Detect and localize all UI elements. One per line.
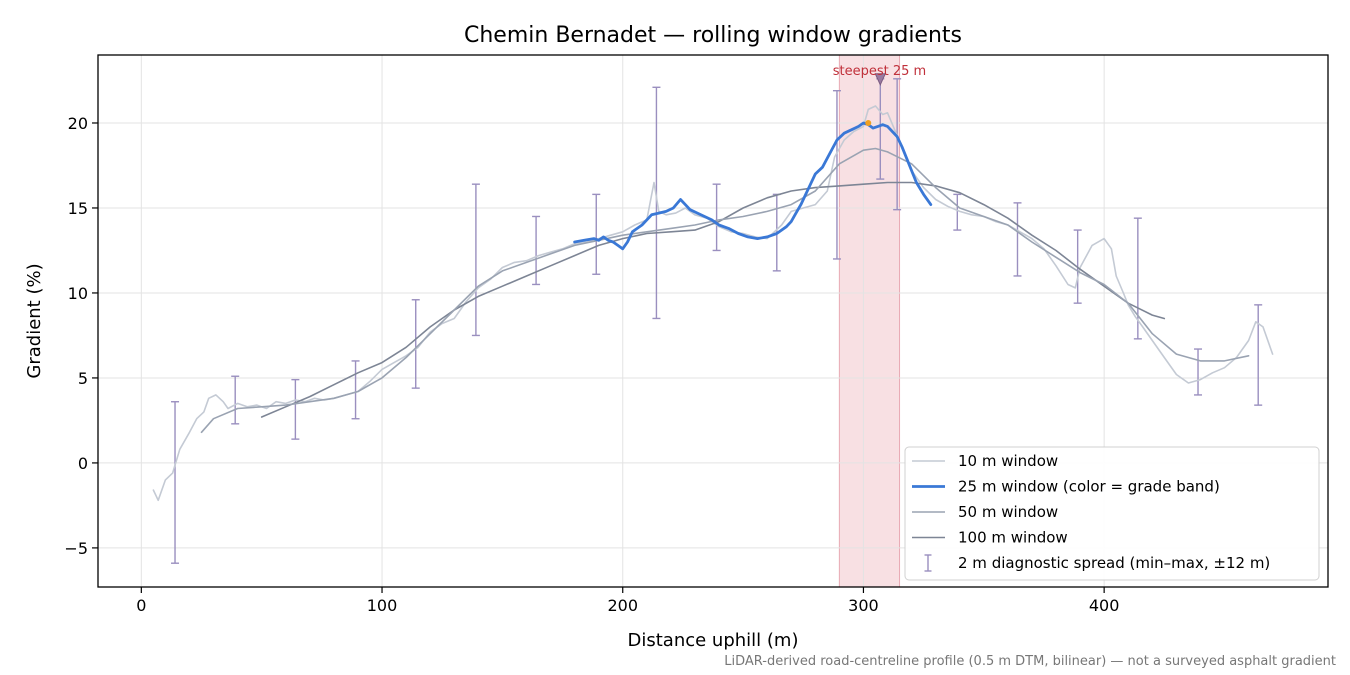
peak-marker [865,119,872,126]
error-bar-0 [171,401,180,564]
error-bar-19 [1254,304,1263,406]
error-bar-18 [1194,348,1203,396]
error-bar-1 [231,375,240,425]
plot-frame [97,54,1329,588]
legend-item-0: 10 m window [912,452,1058,470]
error-bar-17 [1133,217,1142,340]
x-tick-label-1: 100 [367,596,398,615]
y-tick-label-2: 5 [78,369,88,388]
x-tick-label-3: 300 [848,596,879,615]
plot-area: steepest 25 m 0 100 200 300 400 −5 0 5 10 15 20 10 m… [64,54,1329,615]
y-tick-label-3: 10 [68,284,88,303]
x-axis-label: Distance uphill (m) [628,630,799,651]
y-axis-label: Gradient (%) [24,263,45,378]
legend-item-2: 50 m window [912,503,1058,521]
error-bar-6 [532,215,541,286]
series-line-w50 [200,147,1250,434]
error-bar-5 [471,183,480,337]
legend-label: 10 m window [958,452,1058,470]
steepest-window-band [838,54,901,588]
series-line-w100 [260,181,1166,418]
error-bar-14 [953,193,962,231]
chart-title: Chemin Bernadet — rolling window gradien… [464,23,962,48]
error-bar-2 [291,378,300,440]
y-tick-label-4: 15 [68,199,88,218]
legend-item-1: 25 m window (color = grade band) [912,478,1220,496]
x-tick-label-4: 400 [1089,596,1120,615]
legend-label: 100 m window [958,529,1068,547]
y-tick-label-0: −5 [64,539,88,558]
x-tick-label-0: 0 [136,596,146,615]
x-tick-label-2: 200 [607,596,638,615]
legend-label: 25 m window (color = grade band) [958,478,1220,496]
series-line-w25 [573,121,933,251]
legend-label: 50 m window [958,503,1058,521]
error-bar-9 [712,183,721,252]
legend-item-4: 2 m diagnostic spread (min–max, ±12 m) [924,554,1270,572]
legend-label: 2 m diagnostic spread (min–max, ±12 m) [958,554,1270,572]
series-line-w10 [152,105,1274,502]
y-tick-label-1: 0 [78,454,88,473]
footnote: LiDAR-derived road-centreline profile (0… [724,654,1336,669]
y-tick-label-5: 20 [68,114,88,133]
error-bar-15 [1013,202,1022,277]
error-bar-8 [652,86,661,320]
legend-box [904,446,1320,581]
error-bar-13 [893,78,902,211]
steepest-marker [874,73,887,87]
error-bar-3 [351,360,360,420]
legend-item-3: 100 m window [912,529,1068,547]
steepest-annotation: steepest 25 m [833,64,926,79]
error-bar-4 [411,299,420,389]
error-bar-11 [832,89,841,260]
error-bar-7 [592,193,601,275]
legend: 10 m window 25 m window (color = grade ba… [904,446,1320,581]
